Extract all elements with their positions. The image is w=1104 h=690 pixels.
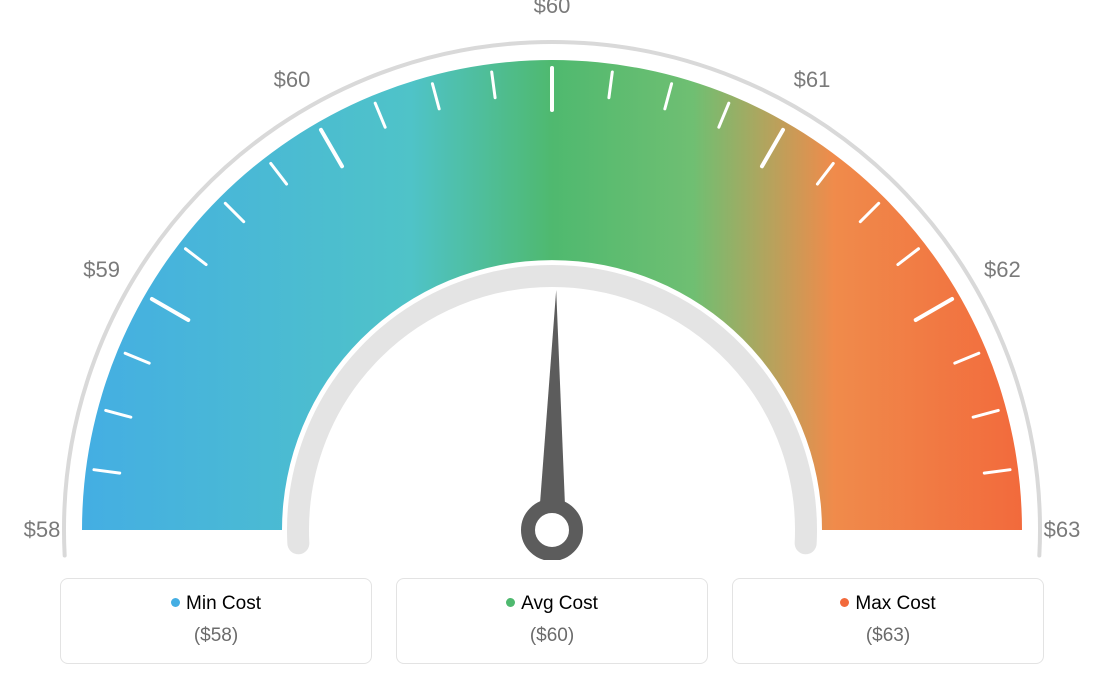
legend-value-max: ($63) xyxy=(743,625,1033,647)
gauge-scale-label: $62 xyxy=(984,257,1021,283)
legend-title-avg: Avg Cost xyxy=(407,593,697,615)
gauge-scale-label: $61 xyxy=(794,67,831,93)
legend-row: Min Cost ($58) Avg Cost ($60) Max Cost (… xyxy=(60,578,1044,664)
gauge-scale-label: $60 xyxy=(274,67,311,93)
legend-card-max: Max Cost ($63) xyxy=(732,578,1044,664)
legend-title-text: Avg Cost xyxy=(521,593,598,614)
cost-gauge-chart: $58 $59 $60 $60 $61 $62 $63 Min Cost ($58) Avg… xyxy=(0,0,1104,690)
gauge-scale-label: $60 xyxy=(534,0,571,19)
gauge-area: $58 $59 $60 $60 $61 $62 $63 xyxy=(0,0,1104,560)
dot-icon xyxy=(506,598,515,607)
gauge-scale-label: $63 xyxy=(1044,517,1081,543)
legend-title-max: Max Cost xyxy=(743,593,1033,615)
legend-value-avg: ($60) xyxy=(407,625,697,647)
legend-title-text: Min Cost xyxy=(186,593,261,614)
legend-title-min: Min Cost xyxy=(71,593,361,615)
gauge-scale-label: $59 xyxy=(83,257,120,283)
legend-card-min: Min Cost ($58) xyxy=(60,578,372,664)
dot-icon xyxy=(171,598,180,607)
legend-card-avg: Avg Cost ($60) xyxy=(396,578,708,664)
gauge-svg xyxy=(0,0,1104,560)
legend-title-text: Max Cost xyxy=(855,593,935,614)
gauge-scale-label: $58 xyxy=(24,517,61,543)
dot-icon xyxy=(840,598,849,607)
legend-value-min: ($58) xyxy=(71,625,361,647)
